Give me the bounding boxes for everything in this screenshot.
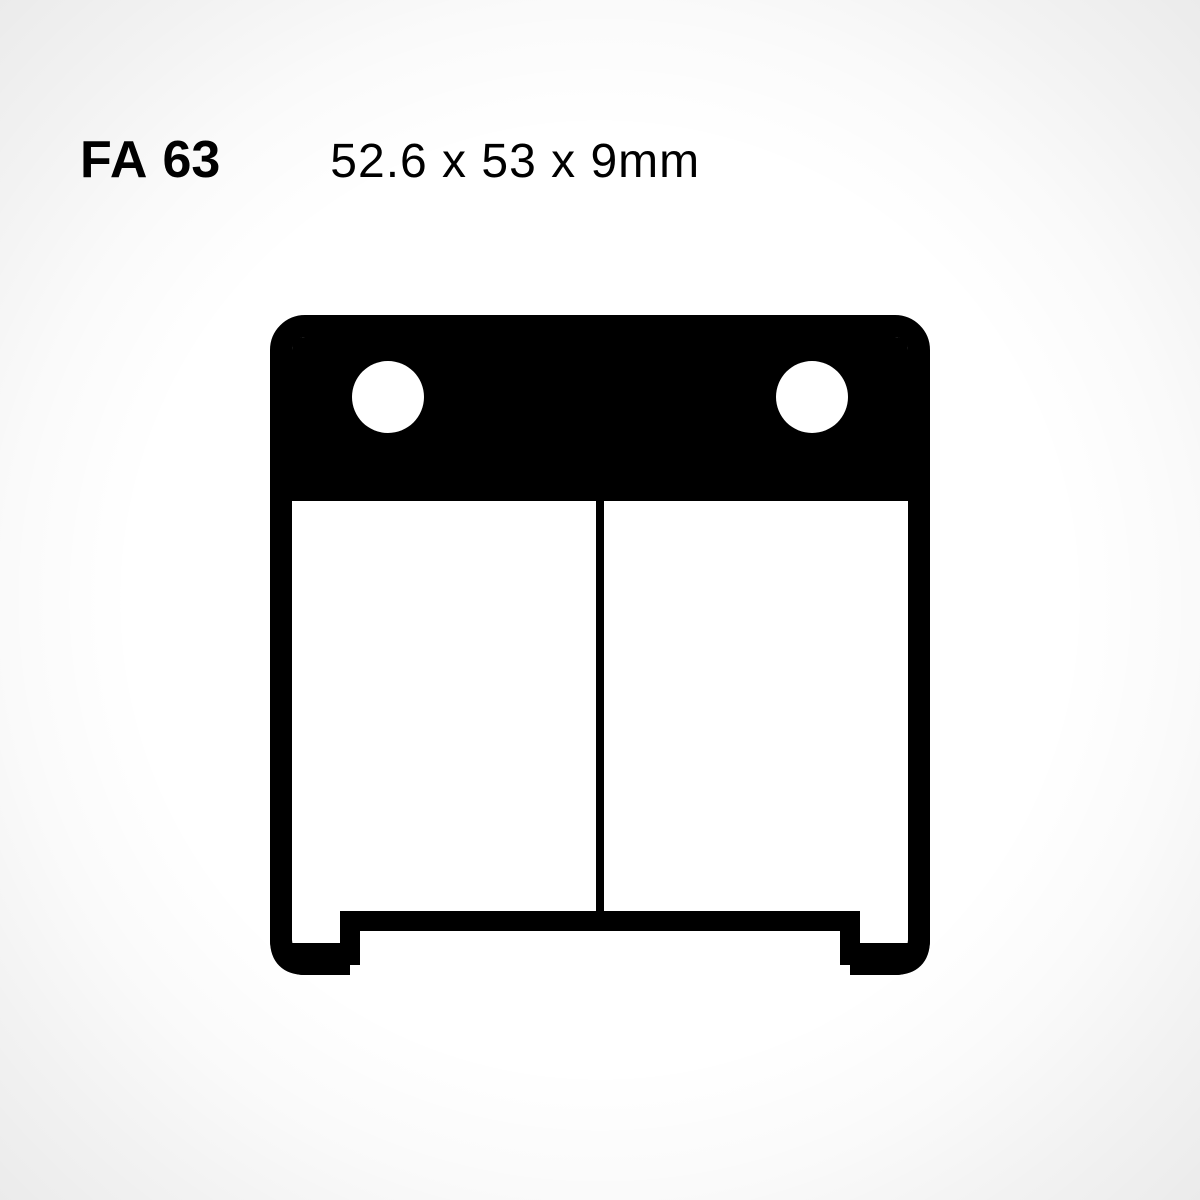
dimensions-text: 52.6 x 53 x 9mm <box>330 134 700 189</box>
mounting-hole-right <box>776 361 848 433</box>
mounting-hole-left <box>352 361 424 433</box>
brake-pad-diagram <box>270 315 930 975</box>
part-number: 63 <box>162 130 220 190</box>
diagram-container <box>270 315 930 975</box>
page: FA 63 52.6 x 53 x 9mm <box>0 0 1200 1200</box>
part-code: FA 63 <box>80 130 220 190</box>
part-prefix: FA <box>80 130 148 190</box>
header: FA 63 52.6 x 53 x 9mm <box>80 130 700 190</box>
